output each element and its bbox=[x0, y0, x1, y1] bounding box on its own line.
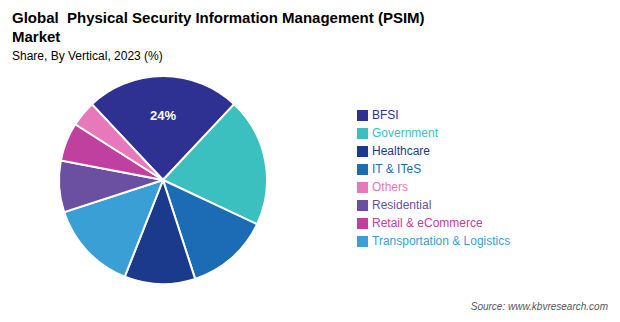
html-text:Global Physical Security Infor: Global Physical Security Information Man… bbox=[12, 9, 425, 26]
html-text:Source: www.kbvresearch.com: Source: www.kbvresearch.com bbox=[470, 301, 608, 312]
html-text:Market: Market bbox=[12, 28, 61, 45]
html-text:Retail & eCommerce: Retail & eCommerce bbox=[372, 216, 483, 230]
html-text:IT & ITeS: IT & ITeS bbox=[372, 162, 422, 176]
html-text:Residential: Residential bbox=[372, 198, 432, 212]
html-text:BFSI: BFSI bbox=[372, 108, 399, 122]
html-text:Government: Government bbox=[372, 126, 438, 140]
html-text:Healthcare: Healthcare bbox=[372, 144, 430, 158]
html-text:Share, By Vertical, 2023 (%): Share, By Vertical, 2023 (%) bbox=[12, 49, 163, 63]
html-text:Transportation & Logistics: Transportation & Logistics bbox=[372, 234, 511, 248]
svg-text:24%: 24% bbox=[150, 108, 176, 123]
html-text:Others: Others bbox=[372, 180, 408, 194]
